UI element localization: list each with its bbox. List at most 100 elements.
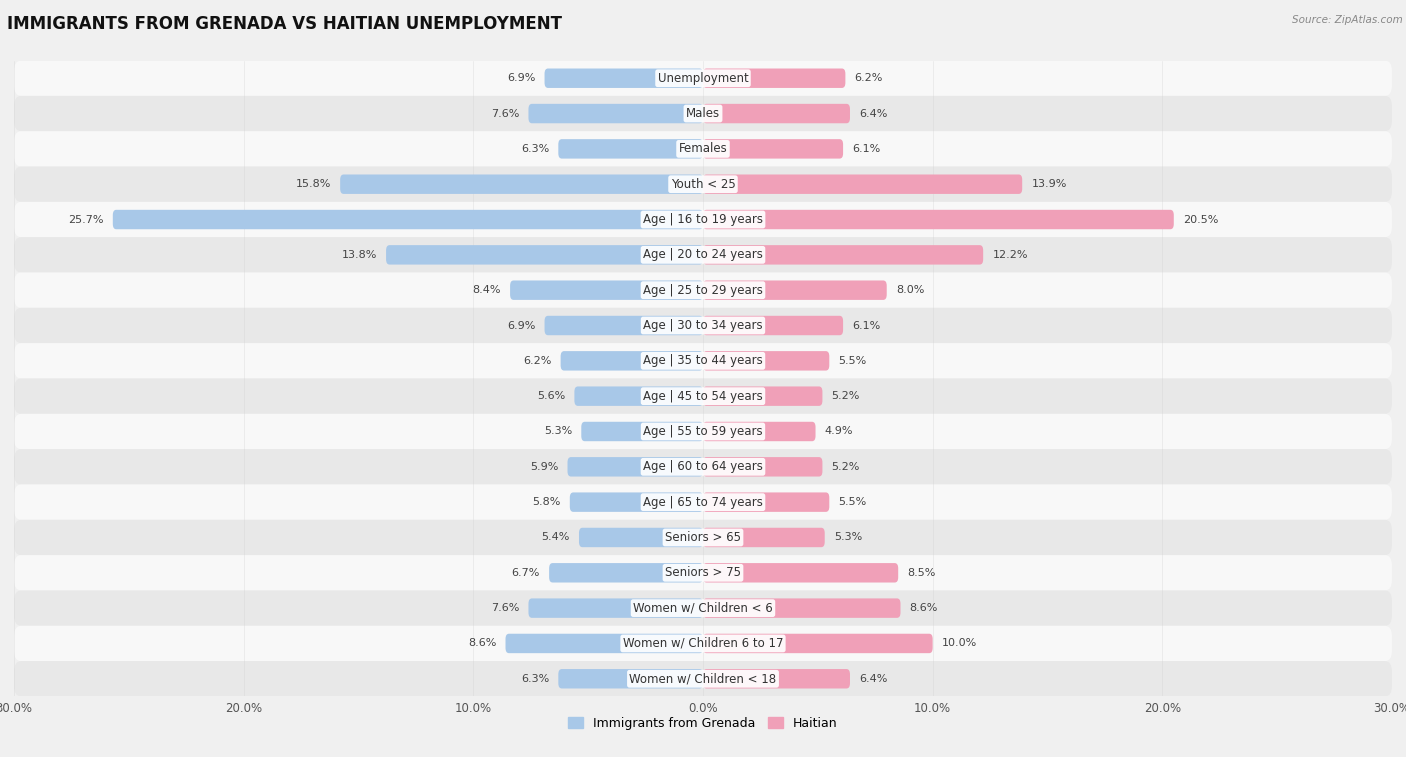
FancyBboxPatch shape <box>703 492 830 512</box>
FancyBboxPatch shape <box>558 669 703 689</box>
FancyBboxPatch shape <box>14 661 1392 696</box>
Text: 4.9%: 4.9% <box>825 426 853 437</box>
FancyBboxPatch shape <box>579 528 703 547</box>
FancyBboxPatch shape <box>14 167 1392 202</box>
Text: Seniors > 75: Seniors > 75 <box>665 566 741 579</box>
Text: 5.9%: 5.9% <box>530 462 558 472</box>
FancyBboxPatch shape <box>14 131 1392 167</box>
Text: 6.1%: 6.1% <box>852 320 880 331</box>
FancyBboxPatch shape <box>703 245 983 264</box>
FancyBboxPatch shape <box>14 343 1392 378</box>
FancyBboxPatch shape <box>703 104 851 123</box>
FancyBboxPatch shape <box>14 273 1392 308</box>
FancyBboxPatch shape <box>14 237 1392 273</box>
Text: 6.4%: 6.4% <box>859 108 887 119</box>
Text: Age | 65 to 74 years: Age | 65 to 74 years <box>643 496 763 509</box>
Text: 5.2%: 5.2% <box>831 391 860 401</box>
FancyBboxPatch shape <box>14 202 1392 237</box>
FancyBboxPatch shape <box>544 316 703 335</box>
Text: 5.6%: 5.6% <box>537 391 565 401</box>
Text: 6.3%: 6.3% <box>520 144 550 154</box>
Text: 15.8%: 15.8% <box>295 179 330 189</box>
FancyBboxPatch shape <box>558 139 703 158</box>
FancyBboxPatch shape <box>703 174 1022 194</box>
Legend: Immigrants from Grenada, Haitian: Immigrants from Grenada, Haitian <box>564 712 842 735</box>
Text: 6.7%: 6.7% <box>512 568 540 578</box>
Text: 5.3%: 5.3% <box>544 426 572 437</box>
FancyBboxPatch shape <box>703 563 898 583</box>
FancyBboxPatch shape <box>703 422 815 441</box>
FancyBboxPatch shape <box>529 598 703 618</box>
Text: 25.7%: 25.7% <box>67 214 104 225</box>
Text: Unemployment: Unemployment <box>658 72 748 85</box>
FancyBboxPatch shape <box>703 316 844 335</box>
Text: 5.5%: 5.5% <box>838 497 866 507</box>
FancyBboxPatch shape <box>14 414 1392 449</box>
FancyBboxPatch shape <box>510 280 703 300</box>
Text: 7.6%: 7.6% <box>491 603 519 613</box>
Text: 13.9%: 13.9% <box>1032 179 1067 189</box>
Text: 8.6%: 8.6% <box>910 603 938 613</box>
FancyBboxPatch shape <box>550 563 703 583</box>
FancyBboxPatch shape <box>703 68 845 88</box>
FancyBboxPatch shape <box>112 210 703 229</box>
Text: 5.4%: 5.4% <box>541 532 569 543</box>
FancyBboxPatch shape <box>529 104 703 123</box>
FancyBboxPatch shape <box>544 68 703 88</box>
Text: Women w/ Children 6 to 17: Women w/ Children 6 to 17 <box>623 637 783 650</box>
FancyBboxPatch shape <box>703 210 1174 229</box>
FancyBboxPatch shape <box>14 555 1392 590</box>
FancyBboxPatch shape <box>703 280 887 300</box>
Text: Age | 30 to 34 years: Age | 30 to 34 years <box>643 319 763 332</box>
Text: IMMIGRANTS FROM GRENADA VS HAITIAN UNEMPLOYMENT: IMMIGRANTS FROM GRENADA VS HAITIAN UNEMP… <box>7 15 562 33</box>
FancyBboxPatch shape <box>387 245 703 264</box>
Text: Women w/ Children < 6: Women w/ Children < 6 <box>633 602 773 615</box>
FancyBboxPatch shape <box>14 626 1392 661</box>
FancyBboxPatch shape <box>506 634 703 653</box>
Text: Age | 35 to 44 years: Age | 35 to 44 years <box>643 354 763 367</box>
Text: 8.5%: 8.5% <box>907 568 936 578</box>
FancyBboxPatch shape <box>703 634 932 653</box>
Text: Age | 45 to 54 years: Age | 45 to 54 years <box>643 390 763 403</box>
Text: 8.4%: 8.4% <box>472 285 501 295</box>
Text: Age | 16 to 19 years: Age | 16 to 19 years <box>643 213 763 226</box>
Text: 7.6%: 7.6% <box>491 108 519 119</box>
FancyBboxPatch shape <box>14 378 1392 414</box>
FancyBboxPatch shape <box>14 96 1392 131</box>
FancyBboxPatch shape <box>703 457 823 477</box>
Text: Women w/ Children < 18: Women w/ Children < 18 <box>630 672 776 685</box>
Text: 10.0%: 10.0% <box>942 638 977 649</box>
Text: 6.4%: 6.4% <box>859 674 887 684</box>
Text: 6.9%: 6.9% <box>508 73 536 83</box>
Text: 6.9%: 6.9% <box>508 320 536 331</box>
Text: 5.8%: 5.8% <box>533 497 561 507</box>
FancyBboxPatch shape <box>703 351 830 370</box>
FancyBboxPatch shape <box>14 449 1392 484</box>
FancyBboxPatch shape <box>561 351 703 370</box>
FancyBboxPatch shape <box>14 520 1392 555</box>
FancyBboxPatch shape <box>703 598 900 618</box>
Text: Age | 60 to 64 years: Age | 60 to 64 years <box>643 460 763 473</box>
Text: 6.1%: 6.1% <box>852 144 880 154</box>
FancyBboxPatch shape <box>703 669 851 689</box>
Text: 5.2%: 5.2% <box>831 462 860 472</box>
Text: 13.8%: 13.8% <box>342 250 377 260</box>
Text: 20.5%: 20.5% <box>1182 214 1219 225</box>
Text: Source: ZipAtlas.com: Source: ZipAtlas.com <box>1292 15 1403 25</box>
Text: Youth < 25: Youth < 25 <box>671 178 735 191</box>
Text: Age | 55 to 59 years: Age | 55 to 59 years <box>643 425 763 438</box>
Text: 8.0%: 8.0% <box>896 285 924 295</box>
Text: Seniors > 65: Seniors > 65 <box>665 531 741 544</box>
FancyBboxPatch shape <box>575 386 703 406</box>
Text: 12.2%: 12.2% <box>993 250 1028 260</box>
FancyBboxPatch shape <box>14 590 1392 626</box>
FancyBboxPatch shape <box>568 457 703 477</box>
FancyBboxPatch shape <box>14 61 1392 96</box>
FancyBboxPatch shape <box>703 528 825 547</box>
Text: 5.5%: 5.5% <box>838 356 866 366</box>
Text: Males: Males <box>686 107 720 120</box>
Text: 6.2%: 6.2% <box>523 356 551 366</box>
FancyBboxPatch shape <box>703 139 844 158</box>
Text: 6.2%: 6.2% <box>855 73 883 83</box>
Text: Females: Females <box>679 142 727 155</box>
